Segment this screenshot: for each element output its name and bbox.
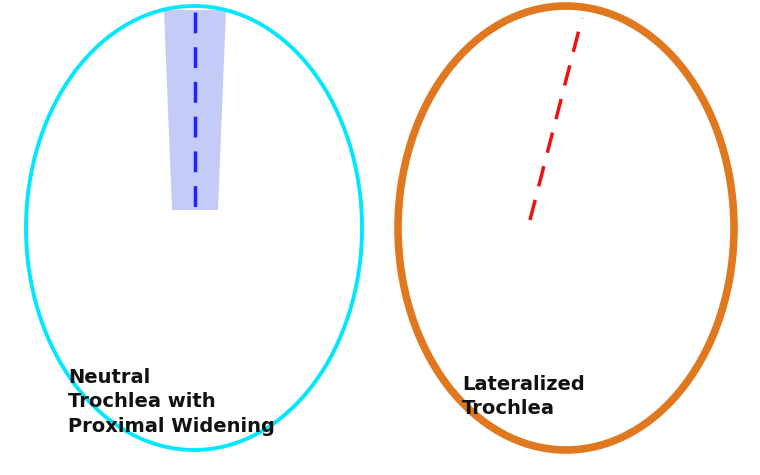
Polygon shape (164, 10, 226, 210)
Text: Neutral
Trochlea with
Proximal Widening: Neutral Trochlea with Proximal Widening (68, 368, 275, 436)
Text: Lateralized
Trochlea: Lateralized Trochlea (462, 375, 584, 418)
